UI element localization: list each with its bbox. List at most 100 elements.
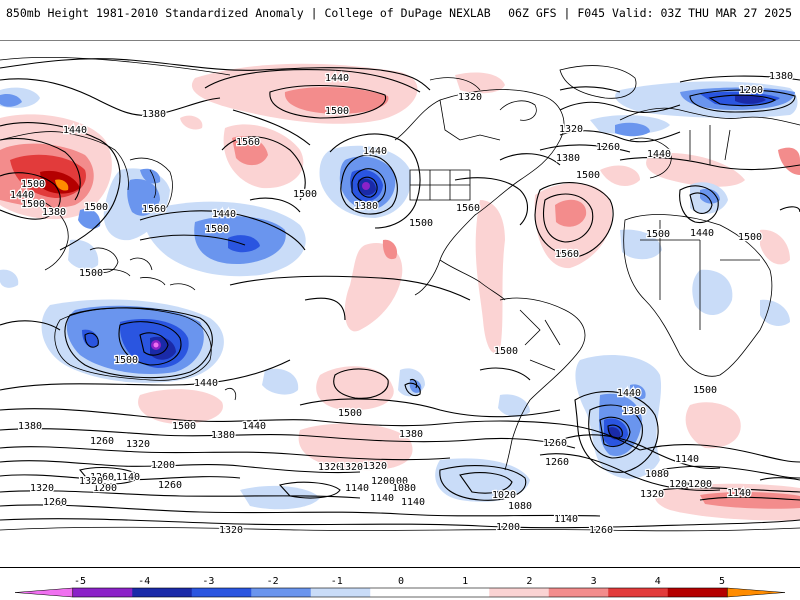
colorbar-ticks: -5 -4 -3 -2 -1 0 1 2 3 4 5: [74, 576, 725, 587]
map-valid-time: 06Z GFS | F045 Valid: 03Z THU MAR 27 202…: [508, 6, 792, 20]
contour-label: 1500: [738, 232, 762, 243]
contour-label: 1500: [338, 408, 362, 419]
contour-label: 1500: [79, 268, 103, 279]
country-borders: [0, 57, 800, 532]
colorbar-tick-label: 0: [398, 576, 404, 587]
anomaly-plus-5: [55, 179, 69, 191]
anomaly-minus-4: [150, 95, 766, 440]
contour-label: 1500: [114, 355, 138, 366]
map-canvas: 1440150013801320138012001440132012601320…: [0, 40, 800, 568]
colorbar-swatch: [191, 588, 252, 597]
contour-label: 1260: [90, 436, 114, 447]
contour-label: 1320: [318, 462, 342, 473]
map-header: 850mb Height 1981-2010 Standardized Anom…: [0, 0, 800, 40]
colorbar-swatch: [548, 588, 609, 597]
contour-label: 1500: [494, 346, 518, 357]
contour-label: 1260: [596, 142, 620, 153]
contour-label: 1140: [727, 488, 751, 499]
contour-label: 1140: [370, 493, 394, 504]
contour-label: 1440: [212, 209, 236, 220]
map-title: 850mb Height 1981-2010 Standardized Anom…: [6, 6, 491, 20]
contour-label: 1320: [559, 124, 583, 135]
contour-label: 1320: [79, 476, 103, 487]
contour-label: 1260: [545, 457, 569, 468]
contour-label: 1080: [392, 483, 416, 494]
contour-label: 1500: [646, 229, 670, 240]
contour-label: 1200: [688, 479, 712, 490]
contour-label: 1260: [543, 438, 567, 449]
colorbar-tick-label: 5: [719, 576, 725, 587]
colorbar-tick-label: -4: [138, 576, 150, 587]
colorbar-swatch: [489, 588, 550, 597]
anomaly-shading: [0, 63, 800, 521]
contour-label: 1500: [576, 170, 600, 181]
contour-label: 1380: [354, 201, 378, 212]
colorbar-swatch: [608, 588, 669, 597]
contour-label: 1500: [293, 189, 317, 200]
anomaly-minus-6: [153, 342, 159, 348]
colorbar-swatch: [310, 588, 371, 597]
contour-label: 1260: [589, 525, 613, 536]
contour-label: 1200: [151, 460, 175, 471]
contour-label: 1080: [508, 501, 532, 512]
contour-label: 1440: [617, 388, 641, 399]
colorbar-tick-label: -1: [331, 576, 343, 587]
contour-label: 1500: [21, 199, 45, 210]
colorbar: -5 -4 -3 -2 -1 0 1 2 3 4 5: [0, 568, 800, 600]
colorbar-swatch: [429, 588, 490, 597]
colorbar-tick-label: 2: [526, 576, 532, 587]
contour-label: 1500: [576, 170, 600, 181]
colorbar-swatch: [251, 588, 312, 597]
contour-label: 1500: [172, 421, 196, 432]
contour-label: 1500: [21, 179, 45, 190]
colorbar-tick-label: 4: [655, 576, 661, 587]
contour-label: 1380: [42, 207, 66, 218]
contour-label: 1320: [339, 462, 363, 473]
colorbar-swatch: [370, 588, 431, 597]
contour-label: 1500: [409, 218, 433, 229]
contour-label: 1380: [399, 429, 423, 440]
contour-label: 1260: [43, 497, 67, 508]
contour-label: 1440: [690, 228, 714, 239]
colorbar-arrow-low: [14, 587, 73, 598]
contour-label: 1380: [769, 71, 793, 82]
contour-label: 1440: [242, 421, 266, 432]
colorbar-swatches: [14, 587, 786, 598]
colorbar-tick-label: -2: [267, 576, 279, 587]
contour-label: 1500: [325, 106, 349, 117]
contour-label: 1500: [84, 202, 108, 213]
contour-label: 1320: [219, 525, 243, 536]
contour-label: 1320: [458, 92, 482, 103]
contour-label: 1560: [236, 137, 260, 148]
contour-label: 1320: [30, 483, 54, 494]
contour-label: 1560: [555, 249, 579, 260]
contour-label: 1500: [693, 385, 717, 396]
contour-label: 1140: [401, 497, 425, 508]
contour-label: 1380: [142, 109, 166, 120]
contour-label: 1380: [18, 421, 42, 432]
colorbar-tick-label: 3: [591, 576, 597, 587]
contour-label: 1200: [496, 522, 520, 533]
contour-label: 1380: [622, 406, 646, 417]
colorbar-tick-label: 1: [462, 576, 468, 587]
colorbar-swatch: [667, 588, 728, 597]
contour-label: 1260: [90, 472, 114, 483]
contour-label: 1260: [158, 480, 182, 491]
contour-labels: 1440150013801320138012001440132012601320…: [9, 70, 795, 538]
contour-label: 1020: [492, 490, 516, 501]
contour-label: 1200: [384, 476, 408, 487]
contour-label: 1140: [116, 472, 140, 483]
contour-label: 1140: [554, 514, 578, 525]
colorbar-canvas: -5 -4 -3 -2 -1 0 1 2 3 4 5: [14, 576, 786, 598]
contour-label: 1140: [345, 483, 369, 494]
colorbar-outline: [72, 587, 728, 598]
colorbar-tick-label: -5: [74, 576, 86, 587]
contour-label: 1200: [371, 476, 395, 487]
contour-label: 1080: [645, 469, 669, 480]
anomaly-map: 1440 1500 1380 1320 1380 1200 1440 1320 1260 1320…: [0, 40, 800, 568]
contour-label: 1200: [739, 85, 763, 96]
contour-label: 1320: [640, 489, 664, 500]
contour-label: 1320: [126, 439, 150, 450]
contour-label: 1380: [556, 153, 580, 164]
contour-label: 1440: [363, 146, 387, 157]
